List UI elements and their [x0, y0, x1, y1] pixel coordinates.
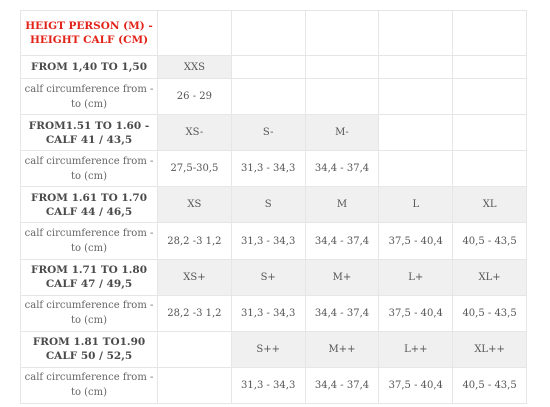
header-row: HEIGT PERSON (M) - HEIGHT CALF (CM): [20, 9, 527, 57]
size-cell: S: [230, 186, 306, 224]
circumference-value: 27,5-30,5: [157, 150, 232, 188]
circumference-value: 37,5 - 40,4: [378, 366, 454, 405]
size-cell: [452, 114, 527, 152]
size-cell: XS: [157, 186, 232, 224]
circumference-value: [230, 78, 306, 116]
size-cell: [230, 55, 306, 80]
size-row: FROM 1,40 TO 1,50 XXS: [20, 55, 527, 80]
size-cell: L: [378, 186, 454, 224]
empty-cell: [157, 9, 232, 57]
size-row: FROM 1.61 TO 1.70 CALF 44 / 46,5 XS S M L XL: [20, 186, 527, 224]
circumference-row: calf circumference from - to (cm) 28,2 -3…: [20, 222, 527, 260]
height-range-cell: FROM1.51 TO 1.60 - CALF 41 / 43,5: [20, 114, 158, 152]
circumference-value: 31,3 - 34,3: [230, 222, 306, 260]
height-range-cell: FROM 1.71 TO 1.80 CALF 47 / 49,5: [20, 258, 158, 296]
height-range-cell: FROM 1.81 TO1.90 CALF 50 / 52,5: [20, 330, 158, 368]
circumference-value: 40,5 - 43,5: [452, 366, 527, 405]
circumference-row: calf circumference from - to (cm) 27,5-30…: [20, 150, 527, 188]
circumference-value: 31,3 - 34,3: [230, 366, 306, 405]
height-range-cell: FROM 1,40 TO 1,50: [20, 55, 158, 80]
circumference-value: [157, 366, 232, 405]
size-chart-body: HEIGT PERSON (M) - HEIGHT CALF (CM) FROM…: [20, 9, 527, 405]
size-cell: XS+: [157, 258, 232, 296]
size-chart-table: HEIGT PERSON (M) - HEIGHT CALF (CM) FROM…: [20, 9, 527, 405]
size-cell: S++: [230, 330, 306, 368]
circumference-value: 37,5 - 40,4: [378, 222, 454, 260]
circumference-value: 34,4 - 37,4: [304, 294, 380, 332]
height-range-cell: FROM 1.61 TO 1.70 CALF 44 / 46,5: [20, 186, 158, 224]
empty-cell: [230, 9, 306, 57]
circumference-label: calf circumference from - to (cm): [20, 366, 158, 405]
size-row: FROM 1.71 TO 1.80 CALF 47 / 49,5 XS+ S+ M+ L…: [20, 258, 527, 296]
size-cell: [452, 55, 527, 80]
size-cell: M-: [304, 114, 380, 152]
circumference-row: calf circumference from - to (cm) 26 - 29: [20, 78, 527, 116]
size-row: FROM1.51 TO 1.60 - CALF 41 / 43,5 XS- S- M-: [20, 114, 527, 152]
circumference-label: calf circumference from - to (cm): [20, 222, 158, 260]
header-line-2: HEIGHT CALF (CM): [29, 34, 149, 47]
circumference-label: calf circumference from - to (cm): [20, 78, 158, 116]
circumference-value: 40,5 - 43,5: [452, 294, 527, 332]
size-cell: L+: [378, 258, 454, 296]
header-cell: HEIGT PERSON (M) - HEIGHT CALF (CM): [20, 9, 158, 57]
empty-cell: [452, 9, 527, 57]
size-cell: [378, 55, 454, 80]
size-cell: XL++: [452, 330, 527, 368]
circumference-value: [378, 150, 454, 188]
size-cell: L++: [378, 330, 454, 368]
size-cell: [378, 114, 454, 152]
circumference-label: calf circumference from - to (cm): [20, 150, 158, 188]
size-cell: M+: [304, 258, 380, 296]
size-cell: S-: [230, 114, 306, 152]
circumference-value: 34,4 - 37,4: [304, 150, 380, 188]
circumference-value: 37,5 - 40,4: [378, 294, 454, 332]
circumference-value: [304, 78, 380, 116]
size-cell: XS-: [157, 114, 232, 152]
circumference-label: calf circumference from - to (cm): [20, 294, 158, 332]
size-cell: [157, 330, 232, 368]
circumference-value: [452, 150, 527, 188]
empty-cell: [304, 9, 380, 57]
header-line-1: HEIGT PERSON (M) -: [25, 20, 153, 33]
size-row: FROM 1.81 TO1.90 CALF 50 / 52,5 S++ M++ L++…: [20, 330, 527, 368]
circumference-value: 34,4 - 37,4: [304, 222, 380, 260]
circumference-row: calf circumference from - to (cm) 31,3 - …: [20, 366, 527, 405]
circumference-row: calf circumference from - to (cm) 28,2 -3…: [20, 294, 527, 332]
size-cell: M: [304, 186, 380, 224]
size-cell: M++: [304, 330, 380, 368]
size-cell: XL: [452, 186, 527, 224]
circumference-value: 31,3 - 34,3: [230, 294, 306, 332]
size-cell: XL+: [452, 258, 527, 296]
size-cell: XXS: [157, 55, 232, 80]
circumference-value: [452, 78, 527, 116]
size-cell: [304, 55, 380, 80]
circumference-value: 26 - 29: [157, 78, 232, 116]
circumference-value: 31,3 - 34,3: [230, 150, 306, 188]
circumference-value: 34,4 - 37,4: [304, 366, 380, 405]
circumference-value: 28,2 -3 1,2: [157, 222, 232, 260]
circumference-value: 40,5 - 43,5: [452, 222, 527, 260]
circumference-value: 28,2 -3 1,2: [157, 294, 232, 332]
size-cell: S+: [230, 258, 306, 296]
circumference-value: [378, 78, 454, 116]
empty-cell: [378, 9, 454, 57]
